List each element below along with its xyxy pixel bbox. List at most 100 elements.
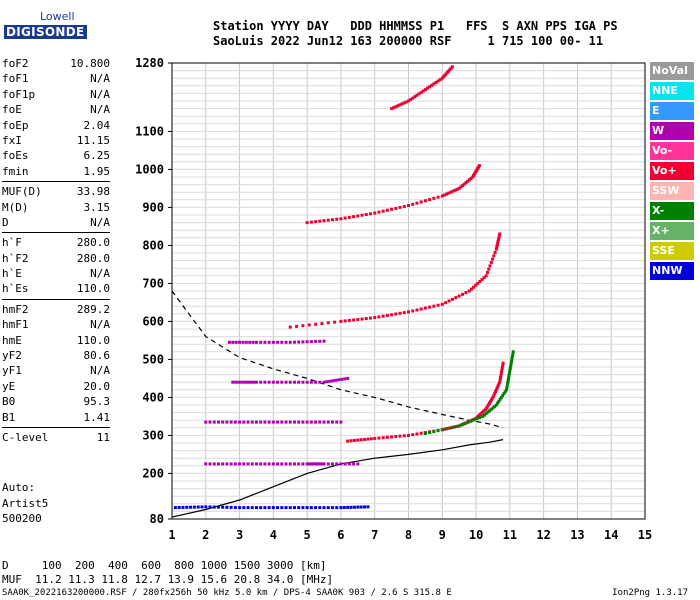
legend-item: SSE [650,242,694,260]
echo-point [469,419,473,423]
param-name: h`E [2,267,22,281]
echo-point [352,318,356,322]
echo-point [343,216,347,220]
echo-point [259,340,263,344]
echo-point [280,380,284,384]
echo-point [356,318,360,321]
echo-point [288,506,292,510]
y-tick-label: 1100 [135,124,164,138]
param-name: B1 [2,410,16,424]
param-separator [2,181,110,183]
echo-point [402,204,406,208]
echo-point [469,287,473,291]
echo-point [467,178,471,182]
x-tick-label: 14 [604,528,618,542]
echo-point [442,193,446,197]
echo-point [250,506,254,510]
x-tick-label: 4 [270,528,277,542]
echo-point [503,390,507,394]
echo-point [233,462,237,466]
legend-item: W [650,122,694,140]
echo-point [494,403,498,407]
param-name: fmin [2,164,29,178]
param-value: 110.0 [76,282,110,296]
echo-point [309,462,313,466]
echo-point [309,340,313,344]
muf-table: D 100 200 400 600 800 1000 1500 3000 [km… [2,559,333,587]
echo-point [494,388,498,392]
echo-point [342,506,346,510]
echo-point [267,340,271,344]
echo-point [339,217,343,221]
echo-point [461,184,465,188]
echo-point [280,462,284,466]
echo-point [335,506,339,510]
echo-point [314,339,318,343]
echo-point [496,240,500,244]
echo-point [366,437,370,441]
echo-point [472,418,476,422]
echo-point [284,340,288,344]
echo-point [234,340,238,344]
echo-point [322,339,326,343]
y-tick-label: 600 [142,314,164,328]
echo-point [305,380,309,384]
echo-point [491,395,495,399]
echo-point [464,291,468,295]
param-name: hmF2 [2,302,29,316]
echo-point [404,100,408,104]
echo-point [373,211,377,215]
echo-point [305,462,309,466]
echo-point [440,302,444,306]
echo-point [347,318,351,322]
echo-point [498,380,502,384]
echo-point [307,462,311,466]
echo-point [449,190,453,194]
echo-point [225,462,229,466]
echo-point [381,209,385,213]
echo-point [314,322,318,326]
echo-point [392,106,396,110]
echo-point [466,420,470,424]
param-value: N/A [90,364,110,378]
param-row: D N/A [2,215,110,230]
echo-point [297,420,301,424]
echo-point [488,409,492,413]
echo-point [251,340,255,344]
echo-point [347,215,351,219]
y-tick-label: 700 [142,276,164,290]
echo-point [263,380,267,384]
digisonde-logo: Lowell DIGISONDE [4,6,87,42]
echo-point [495,245,499,249]
echo-point [390,207,394,211]
echo-point [415,93,419,97]
echo-point [385,208,389,212]
echo-point [249,380,253,384]
echo-point [499,395,503,399]
echo-point [493,251,497,255]
echo-point [284,420,288,424]
echo-point [309,506,313,510]
echo-point [368,316,372,320]
echo-point [307,323,311,327]
param-value: 95.3 [83,395,111,409]
echo-point [377,315,381,319]
param-value: 280.0 [76,251,110,265]
x-tick-label: 15 [638,528,652,542]
echo-point [359,438,363,442]
y-tick-label: 800 [142,238,164,252]
echo-point [498,378,502,382]
echo-point [318,506,322,510]
echo-point [445,427,449,431]
echo-point [499,371,503,375]
echo-point [301,324,305,328]
echo-point [330,462,334,466]
echo-point [301,420,305,424]
echo-point [254,462,258,466]
echo-point [185,505,189,509]
echo-point [244,340,248,344]
param-value: N/A [90,215,110,229]
echo-point [305,420,309,424]
echo-point [451,189,455,193]
header-line1: Station YYYY DAY DDD HHMMSS P1 FFS S AXN… [213,19,618,33]
